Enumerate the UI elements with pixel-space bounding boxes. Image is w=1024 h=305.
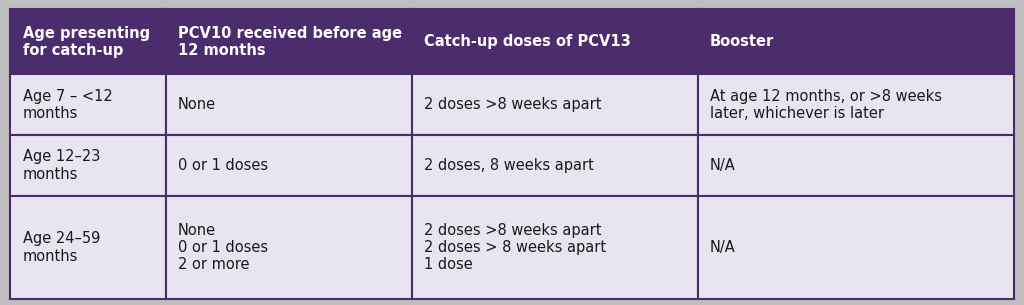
Text: At age 12 months, or >8 weeks
later, whichever is later: At age 12 months, or >8 weeks later, whi… [710,88,942,121]
Text: 0 or 1 doses: 0 or 1 doses [178,158,268,173]
Bar [697,196,1014,299]
Bar [697,9,1014,74]
Bar [697,74,1014,135]
Text: N/A: N/A [710,240,735,255]
Bar [412,196,697,299]
Bar [166,135,412,196]
Bar [10,135,166,196]
Text: N/A: N/A [710,158,735,173]
Text: Age 7 – <12
months: Age 7 – <12 months [23,88,113,121]
Bar [412,74,697,135]
Bar [412,135,697,196]
Text: PCV10 received before age
12 months: PCV10 received before age 12 months [178,26,402,58]
Bar [166,196,412,299]
Text: Age 12–23
months: Age 12–23 months [23,149,100,182]
Text: None: None [178,97,216,112]
Text: None
0 or 1 doses
2 or more: None 0 or 1 doses 2 or more [178,223,268,272]
Text: Booster: Booster [710,34,774,49]
Bar [697,135,1014,196]
Bar [166,74,412,135]
Bar [10,196,166,299]
Bar [166,9,412,74]
Text: 2 doses >8 weeks apart: 2 doses >8 weeks apart [424,97,601,112]
Text: Catch-up doses of PCV13: Catch-up doses of PCV13 [424,34,631,49]
Text: 2 doses, 8 weeks apart: 2 doses, 8 weeks apart [424,158,594,173]
Bar [412,9,697,74]
Text: Age 24–59
months: Age 24–59 months [23,231,100,264]
Bar [10,74,166,135]
Text: 2 doses >8 weeks apart
2 doses > 8 weeks apart
1 dose: 2 doses >8 weeks apart 2 doses > 8 weeks… [424,223,606,272]
Text: Age presenting
for catch-up: Age presenting for catch-up [23,26,150,58]
Bar [10,9,166,74]
